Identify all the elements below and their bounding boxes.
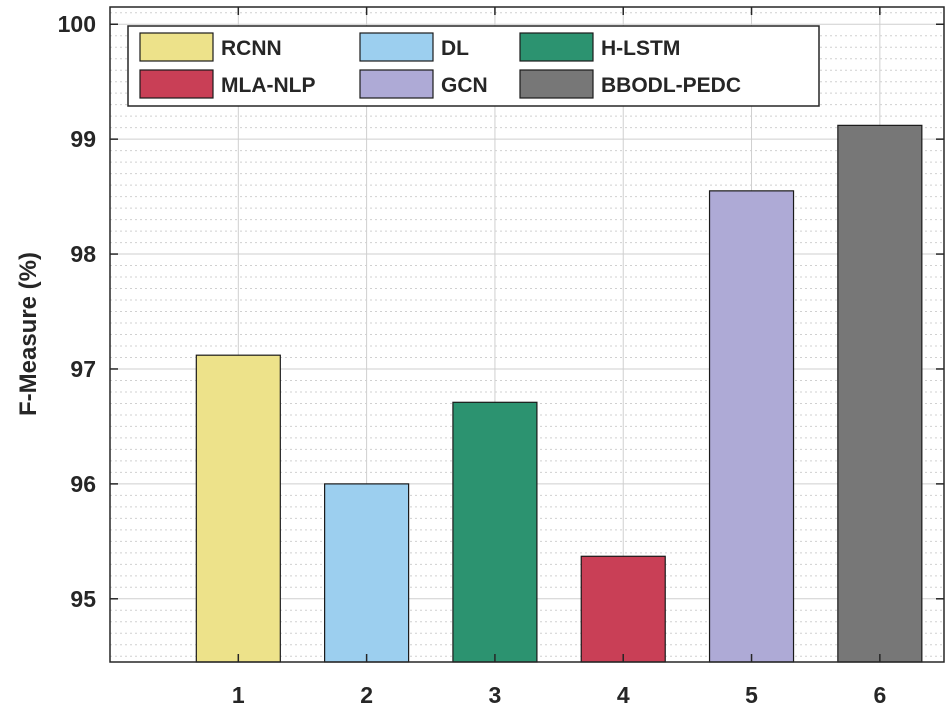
legend-swatch-h-lstm xyxy=(519,32,594,62)
x-tick-label: 4 xyxy=(617,682,630,708)
legend-box xyxy=(127,25,820,107)
legend-label-gcn: GCN xyxy=(441,74,488,97)
y-tick-label: 97 xyxy=(70,356,96,382)
y-tick-label: 100 xyxy=(58,11,96,37)
x-tick-label: 5 xyxy=(745,682,758,708)
bar-mla-nlp xyxy=(580,555,666,663)
legend: RCNN DL H-LSTM MLA-NLP GCN BBODL-PEDC xyxy=(127,25,820,107)
bar-gcn xyxy=(708,190,795,663)
y-tick-label: 96 xyxy=(70,471,96,497)
ticks: 95 96 97 98 99 100 1 2 3 4 5 6 xyxy=(58,7,944,708)
legend-label-mla-nlp: MLA-NLP xyxy=(221,74,315,97)
plot-frame xyxy=(109,6,945,663)
legend-swatch-dl xyxy=(359,32,434,62)
legend-label-bbodl-pedc: BBODL-PEDC xyxy=(601,74,741,97)
y-axis-title: F-Measure (%) xyxy=(15,252,42,416)
legend-swatch-gcn xyxy=(359,69,434,99)
y-tick-label: 99 xyxy=(70,126,96,152)
bar-rcnn xyxy=(195,354,281,663)
bars xyxy=(195,124,923,663)
bar-dl xyxy=(324,483,410,663)
legend-label-dl: DL xyxy=(441,37,469,60)
x-tick-label: 3 xyxy=(489,682,502,708)
bar-bbodl-pedc xyxy=(837,124,923,663)
legend-swatch-mla-nlp xyxy=(139,69,214,99)
bar-h-lstm xyxy=(452,401,538,663)
y-tick-label: 98 xyxy=(70,241,96,267)
legend-label-rcnn: RCNN xyxy=(221,37,282,60)
legend-swatch-bbodl-pedc xyxy=(519,69,594,99)
x-tick-label: 6 xyxy=(873,682,886,708)
legend-label-h-lstm: H-LSTM xyxy=(601,37,680,60)
y-tick-label: 95 xyxy=(70,586,96,612)
x-tick-label: 2 xyxy=(360,682,373,708)
x-tick-label: 1 xyxy=(232,682,245,708)
legend-swatch-rcnn xyxy=(139,32,214,62)
